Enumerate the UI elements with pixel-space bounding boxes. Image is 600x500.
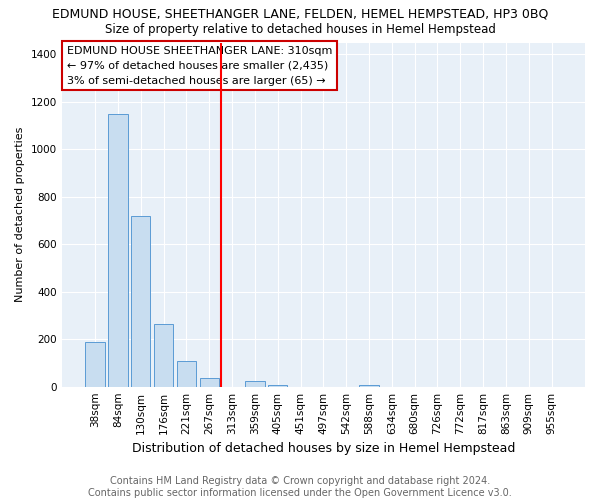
Bar (131, 216, 151, 386)
Text: Size of property relative to detached houses in Hemel Hempstead: Size of property relative to detached ho… (104, 22, 496, 36)
Text: Contains HM Land Registry data © Crown copyright and database right 2024.
Contai: Contains HM Land Registry data © Crown c… (88, 476, 512, 498)
Bar (85, 342, 105, 386)
Text: EDMUND HOUSE SHEETHANGER LANE: 310sqm
← 97% of detached houses are smaller (2,43: EDMUND HOUSE SHEETHANGER LANE: 310sqm ← … (67, 46, 332, 86)
Bar (177, 360, 196, 386)
X-axis label: Distribution of detached houses by size in Hemel Hempstead: Distribution of detached houses by size … (131, 442, 515, 455)
Bar (154, 324, 173, 386)
Bar (245, 380, 265, 386)
Bar (200, 378, 219, 386)
Y-axis label: Number of detached properties: Number of detached properties (15, 127, 25, 302)
Bar (108, 114, 128, 386)
Text: EDMUND HOUSE, SHEETHANGER LANE, FELDEN, HEMEL HEMPSTEAD, HP3 0BQ: EDMUND HOUSE, SHEETHANGER LANE, FELDEN, … (52, 8, 548, 20)
